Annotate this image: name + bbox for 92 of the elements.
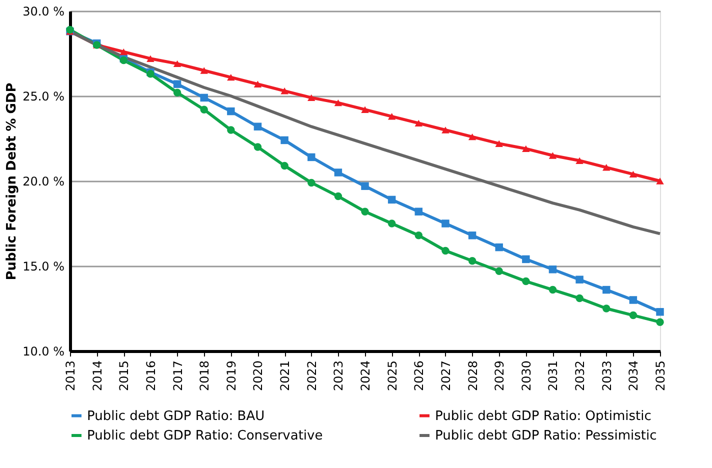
x-tick-label: 2021 — [278, 360, 292, 392]
x-tick-label: 2035 — [654, 360, 668, 392]
point — [307, 153, 316, 162]
point — [361, 182, 369, 190]
point — [495, 267, 503, 275]
x-tick-label: 2024 — [358, 360, 372, 392]
x-tick-label: 2015 — [117, 360, 132, 392]
point — [388, 196, 396, 204]
point — [656, 308, 664, 316]
legend-label: Public debt GDP Ratio: Conservative — [87, 428, 323, 444]
point — [200, 106, 208, 114]
point — [576, 294, 584, 302]
point — [388, 220, 396, 228]
point — [468, 133, 476, 140]
x-tick-label: 2019 — [224, 360, 238, 392]
point — [254, 143, 262, 151]
point — [227, 126, 235, 134]
y-tick-label: 30.0 % — [22, 4, 64, 18]
point — [468, 232, 476, 240]
point — [200, 94, 208, 102]
point — [200, 67, 208, 74]
y-tick-label: 25.0 % — [22, 90, 64, 104]
point — [334, 192, 342, 200]
legend-label: Public debt GDP Ratio: Optimistic — [435, 408, 652, 424]
point — [576, 157, 584, 164]
point — [522, 277, 530, 286]
point — [173, 88, 182, 96]
point — [442, 246, 450, 255]
point — [602, 304, 610, 312]
y-tick-label: 10.0 % — [22, 344, 64, 358]
point — [629, 311, 638, 320]
point — [576, 276, 584, 284]
point — [280, 88, 288, 94]
point — [629, 296, 638, 304]
x-tick-label: 2014 — [90, 360, 104, 392]
point — [548, 266, 557, 274]
point — [602, 164, 610, 171]
point — [146, 55, 154, 62]
x-tick-label: 2032 — [573, 360, 588, 392]
point — [334, 168, 342, 176]
x-tick-label: 2025 — [385, 360, 400, 392]
x-tick-label: 2027 — [438, 360, 453, 392]
y-tick-label: 20.0 % — [22, 174, 64, 188]
point — [254, 80, 262, 88]
x-tick-label: 2026 — [412, 360, 426, 392]
x-tick-label: 2028 — [466, 360, 480, 392]
x-tick-label: 2023 — [332, 360, 346, 392]
point — [361, 208, 369, 216]
point — [656, 318, 664, 326]
point — [414, 232, 423, 240]
x-tick-label: 2022 — [304, 360, 319, 392]
point — [414, 120, 423, 127]
point — [548, 286, 557, 294]
x-tick-label: 2033 — [600, 360, 614, 392]
point — [227, 74, 235, 81]
x-tick-label: 2031 — [546, 360, 560, 392]
point — [280, 136, 288, 144]
point — [254, 122, 262, 130]
point — [548, 152, 557, 159]
x-tick-label: 2018 — [198, 360, 212, 392]
x-tick-label: 2020 — [251, 360, 266, 392]
point — [388, 113, 396, 120]
x-tick-label: 2016 — [144, 360, 158, 392]
point — [227, 107, 235, 116]
point — [468, 257, 476, 265]
point — [656, 178, 664, 184]
y-axis-title: Public Foreign Debt % GDP — [4, 82, 20, 280]
point — [522, 255, 530, 264]
point — [280, 162, 288, 170]
x-tick-label: 2034 — [626, 360, 641, 392]
legend-label: Public debt GDP Ratio: BAU — [87, 408, 265, 424]
x-tick-label: 2013 — [64, 360, 78, 392]
point — [495, 243, 503, 252]
point — [307, 94, 316, 102]
point — [173, 60, 182, 68]
point — [522, 145, 530, 152]
legend-label: Public debt GDP Ratio: Pessimistic — [435, 428, 657, 444]
point — [120, 48, 128, 56]
point — [334, 99, 342, 106]
point — [602, 286, 610, 294]
point — [414, 208, 423, 216]
point — [361, 106, 369, 113]
point — [629, 170, 638, 178]
point — [307, 178, 316, 187]
x-tick-label: 2017 — [170, 360, 185, 392]
point — [495, 140, 503, 147]
x-tick-label: 2029 — [492, 360, 507, 392]
point — [173, 80, 182, 88]
x-tick-label: 2030 — [519, 360, 534, 392]
point — [442, 126, 450, 134]
y-tick-label: 15.0 % — [22, 260, 64, 274]
point — [442, 220, 450, 228]
